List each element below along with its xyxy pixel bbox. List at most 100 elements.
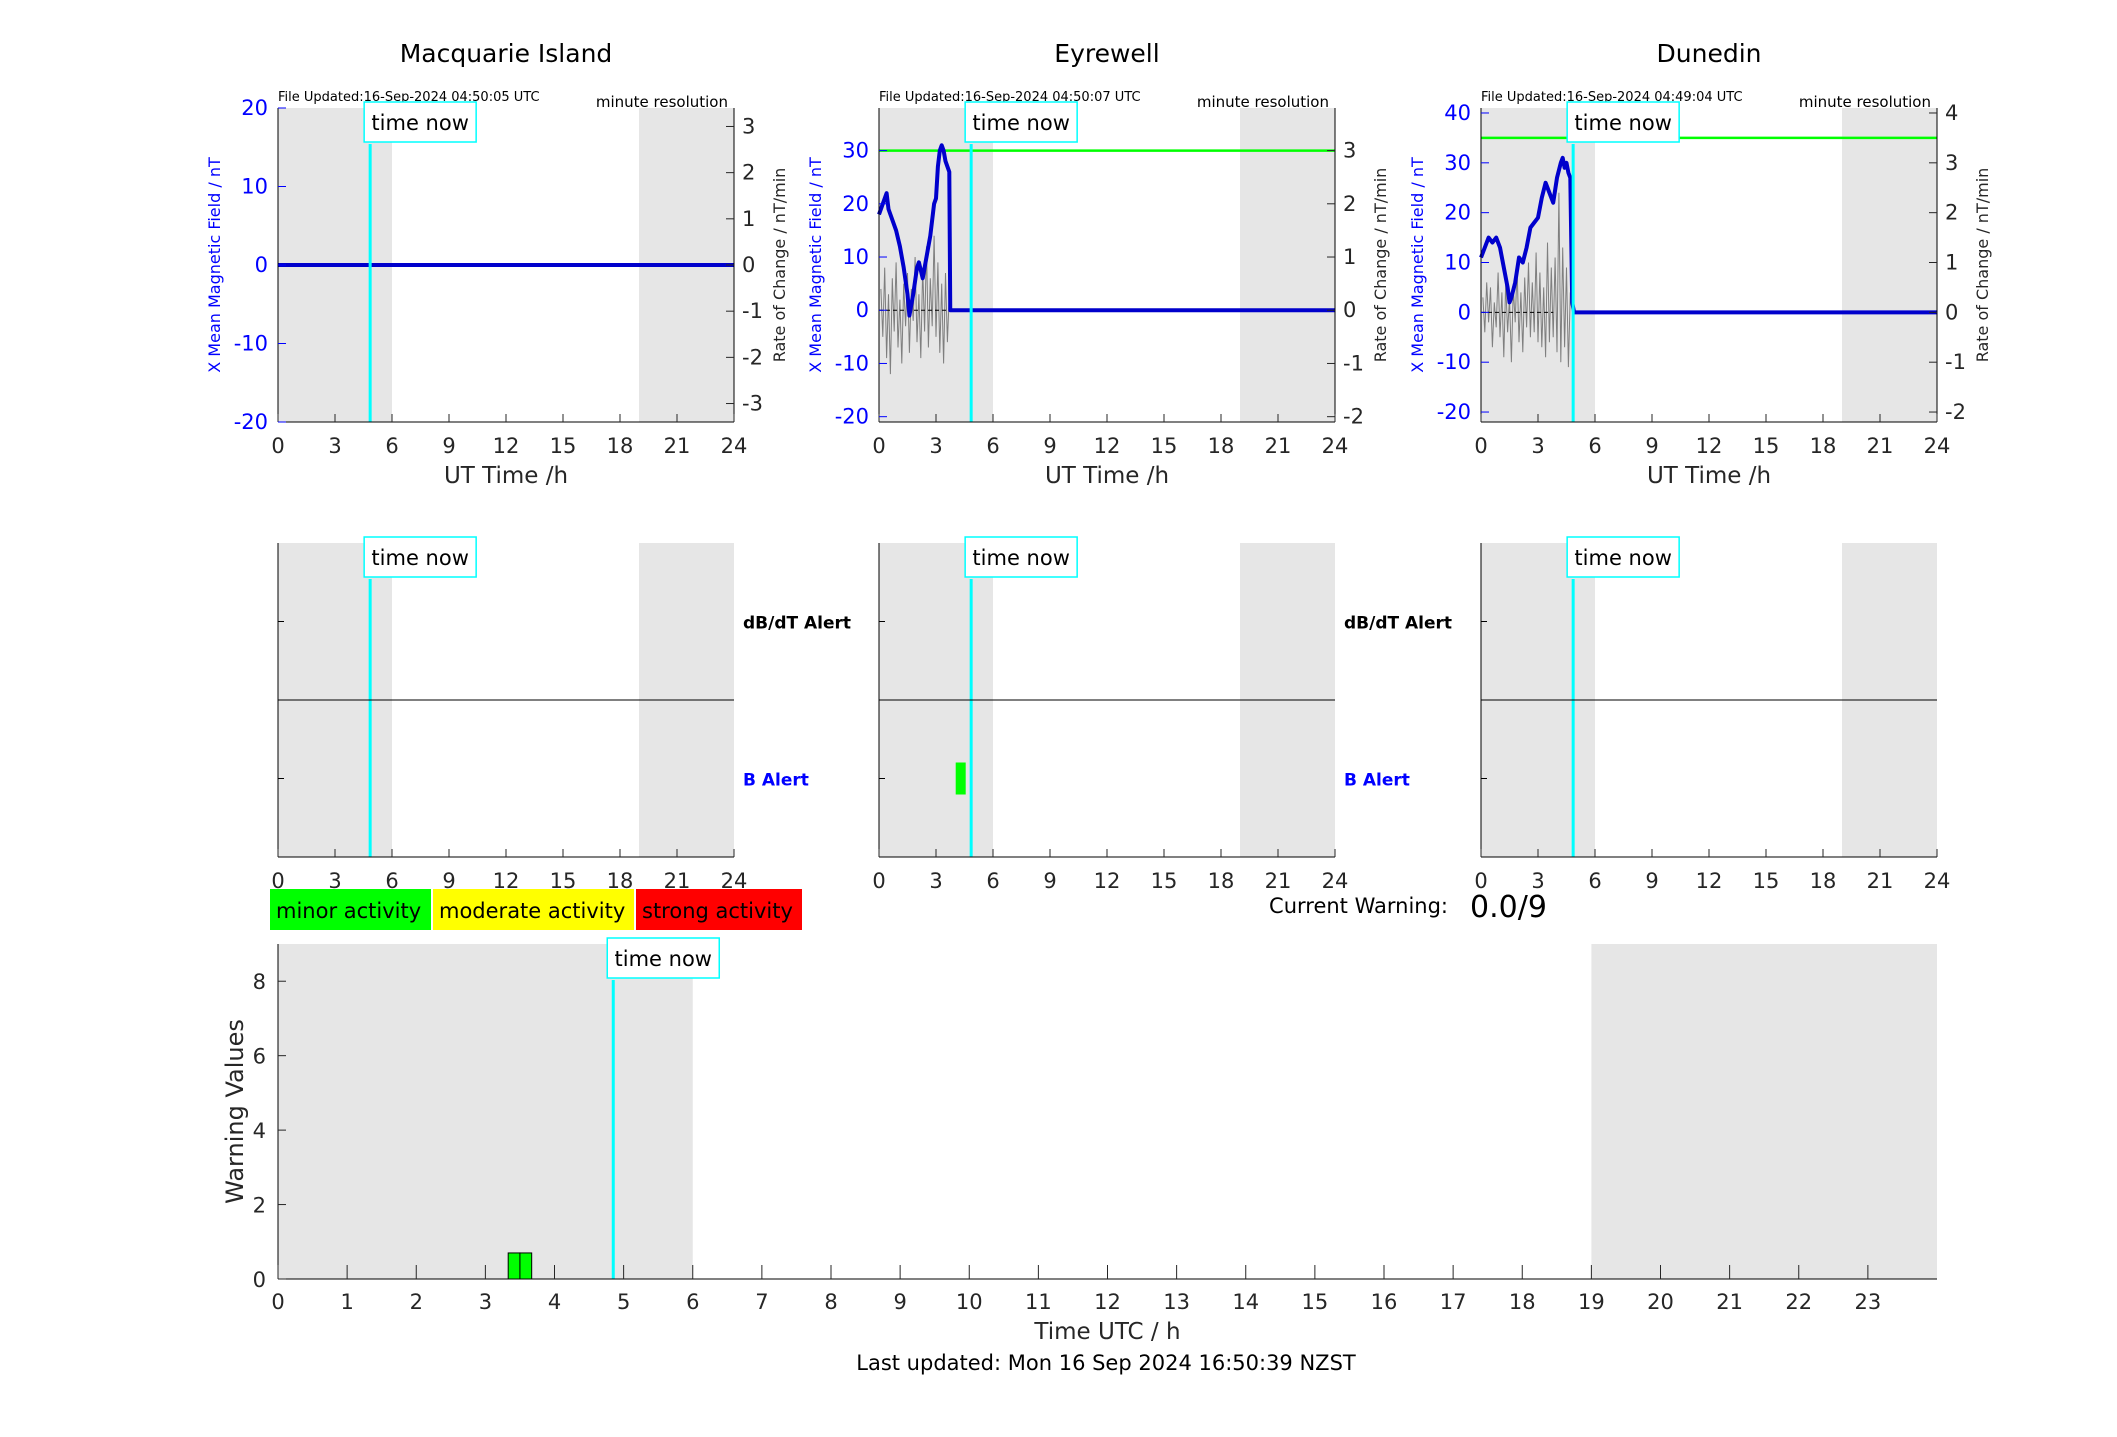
eyrewell-field-ylabel: X Mean Magnetic Field / nT <box>806 157 825 373</box>
text-layer: 0 3 6 9 12 15 18 21 24-20-1001020-3-2-10123Macqu… <box>205 39 1992 1345</box>
dunedin-field-night-shade-1 <box>1842 108 1937 422</box>
macquarie-field-y2tick-label: -2 <box>742 345 763 369</box>
dunedin-field-ytick-label: -10 <box>1437 350 1471 374</box>
legend-swatch <box>270 889 431 930</box>
warning-night-shade-1 <box>1591 944 1937 1279</box>
dunedin-alert-time-now-box <box>1566 536 1680 578</box>
macquarie-field-ytick-label: 0 <box>255 253 268 277</box>
dunedin-field-resolution: minute resolution <box>1799 93 1931 111</box>
eyrewell-alert-xtick-label: 15 <box>1151 869 1178 893</box>
eyrewell-field-xtick-label: 0 <box>872 434 885 458</box>
eyrewell-field-night-shade-1 <box>1240 108 1335 422</box>
eyrewell-alert-xtick-label: 3 <box>929 869 942 893</box>
macquarie-field-y2label: Rate of Change / nT/min <box>770 168 789 363</box>
eyrewell-field-y2tick-label: 0 <box>1343 298 1356 322</box>
eyrewell-field-ytick-label: 20 <box>842 192 869 216</box>
macquarie-field-xtick-label: 15 <box>550 434 577 458</box>
warning-xtick-label: 0 <box>271 1290 284 1314</box>
macquarie-field-xtick-label: 21 <box>664 434 691 458</box>
warning-xtick-label: 20 <box>1647 1290 1674 1314</box>
eyrewell-field-ytick-label: -20 <box>835 405 869 429</box>
legend-label: moderate activity <box>439 899 625 923</box>
macquarie-field-xlabel: UT Time /h <box>444 463 568 489</box>
eyrewell-field-xtick-label: 3 <box>929 434 942 458</box>
macquarie-alert-dbdt-label: dB/dT Alert <box>743 614 851 634</box>
eyrewell-field-rate-line <box>880 235 950 375</box>
dunedin-alert-xtick-label: 0 <box>1474 869 1487 893</box>
warning-xtick-label: 4 <box>548 1290 561 1314</box>
dunedin-alert-time-now-label: time now <box>1574 546 1671 570</box>
eyrewell-field-ytick-label: 10 <box>842 245 869 269</box>
warning-xtick-label: 8 <box>824 1290 837 1314</box>
macquarie-field-time-now-marker: time now <box>363 101 477 143</box>
eyrewell-alert-xtick-label: 0 <box>872 869 885 893</box>
dunedin-field-xtick-label: 24 <box>1924 434 1951 458</box>
warning-xtick-label: 6 <box>686 1290 699 1314</box>
dunedin-field-xtick-label: 12 <box>1696 434 1723 458</box>
dunedin-field-title: Dunedin <box>1657 39 1762 68</box>
warning-xtick-label: 22 <box>1785 1290 1812 1314</box>
dunedin-alert-xtick-label: 18 <box>1810 869 1837 893</box>
macquarie-field-xtick-label: 24 <box>721 434 748 458</box>
dunedin-field-xtick-label: 18 <box>1810 434 1837 458</box>
warning-xtick-label: 1 <box>340 1290 353 1314</box>
warning-xtick-label: 13 <box>1163 1290 1190 1314</box>
current-warning-value: 0.0/9 <box>1470 890 1547 925</box>
dunedin-field-ytick-label: -20 <box>1437 400 1471 424</box>
dunedin-field-ytick-label: 40 <box>1444 101 1471 125</box>
eyrewell-field-xtick-label: 18 <box>1208 434 1235 458</box>
eyrewell-field-resolution: minute resolution <box>1197 93 1329 111</box>
dunedin-field-xlabel: UT Time /h <box>1647 463 1771 489</box>
macquarie-field-ytick-label: -20 <box>234 410 268 434</box>
warning-ytick-label: 8 <box>253 970 266 994</box>
dunedin-field-y2tick-label: 1 <box>1945 251 1958 275</box>
dunedin-field-y2tick-label: 0 <box>1945 300 1958 324</box>
warning-ytick-label: 0 <box>253 1268 266 1292</box>
macquarie-field-y2tick-label: -1 <box>742 299 763 323</box>
macquarie-alert-time-now-label: time now <box>371 546 468 570</box>
eyrewell-alert-xtick-label: 24 <box>1322 869 1349 893</box>
warning-xtick-label: 2 <box>410 1290 423 1314</box>
dunedin-alert-xtick-label: 6 <box>1588 869 1601 893</box>
warning-xtick-label: 3 <box>479 1290 492 1314</box>
warning-time-now-marker: time now <box>606 937 721 979</box>
warning-xtick-label: 10 <box>956 1290 983 1314</box>
legend-item-minor-activity: minor activity <box>270 889 431 930</box>
warning-xtick-label: 12 <box>1094 1290 1121 1314</box>
legend-item-moderate-activity: moderate activity <box>433 889 634 930</box>
dunedin-field-rate-line <box>1482 192 1571 368</box>
eyrewell-alert-xtick-label: 12 <box>1094 869 1121 893</box>
macquarie-field-ytick-label: -10 <box>234 332 268 356</box>
dunedin-field-xtick-label: 15 <box>1753 434 1780 458</box>
eyrewell-field-xtick-label: 12 <box>1094 434 1121 458</box>
warning-bar <box>519 1252 533 1280</box>
dunedin-field-ylabel: X Mean Magnetic Field / nT <box>1408 157 1427 373</box>
eyrewell-field-ytick-label: 30 <box>842 139 869 163</box>
macquarie-field-ylabel: X Mean Magnetic Field / nT <box>205 157 224 373</box>
last-updated-text: Last updated: Mon 16 Sep 2024 16:50:39 N… <box>856 1351 1356 1375</box>
dunedin-field-night-shade-0 <box>1481 108 1595 422</box>
macquarie-field-time-now-label: time now <box>371 111 468 135</box>
eyrewell-field-y2label: Rate of Change / nT/min <box>1371 168 1390 363</box>
dunedin-field-time-now-marker: time now <box>1566 101 1680 143</box>
eyrewell-field-time-now-marker: time now <box>964 101 1078 143</box>
eyrewell-field-xtick-label: 24 <box>1322 434 1349 458</box>
dunedin-alert-xtick-label: 12 <box>1696 869 1723 893</box>
eyrewell-field-xlabel: UT Time /h <box>1045 463 1169 489</box>
legend-item-strong-activity: strong activity <box>636 889 802 930</box>
warning-ylabel: Warning Values <box>221 1019 249 1204</box>
macquarie-field-xtick-label: 12 <box>493 434 520 458</box>
macquarie-field-xtick-label: 3 <box>328 434 341 458</box>
eyrewell-field-y2tick-label: 1 <box>1343 245 1356 269</box>
eyrewell-alert-time-now-label: time now <box>972 546 1069 570</box>
eyrewell-field-xtick-label: 6 <box>986 434 999 458</box>
dunedin-alert-xtick-label: 15 <box>1753 869 1780 893</box>
eyrewell-alert-xtick-label: 18 <box>1208 869 1235 893</box>
eyrewell-field-ytick-label: -10 <box>835 351 869 375</box>
macquarie-field-xtick-label: 6 <box>385 434 398 458</box>
eyrewell-field-ytick-label: 0 <box>856 298 869 322</box>
macquarie-field-y2tick-label: 0 <box>742 253 755 277</box>
eyrewell-field-field-line <box>877 143 1335 318</box>
warning-ytick-label: 4 <box>253 1119 266 1143</box>
dunedin-field-xtick-label: 6 <box>1588 434 1601 458</box>
